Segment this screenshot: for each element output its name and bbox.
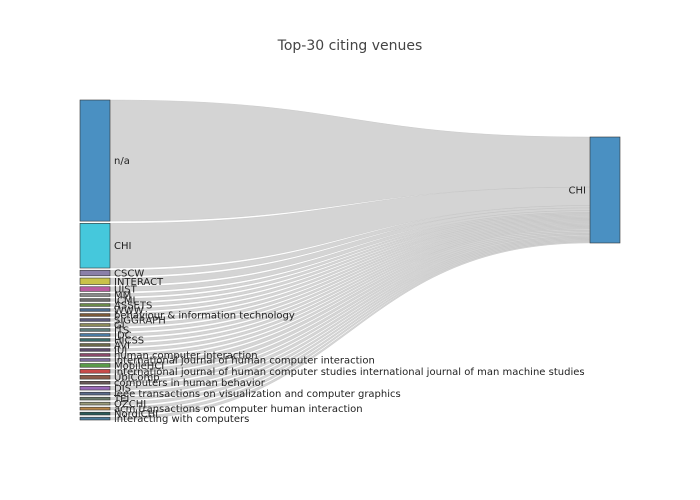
source-label-7: ASSETS (114, 300, 152, 311)
source-node-1[interactable] (79, 223, 111, 269)
source-node-12[interactable] (79, 328, 111, 332)
source-label-0: n/a (114, 156, 130, 167)
source-node-25[interactable] (79, 396, 111, 401)
source-node-5[interactable] (79, 293, 111, 297)
source-node-0[interactable] (79, 99, 111, 222)
source-label-26: OZCHI (114, 399, 146, 410)
source-node-29[interactable] (79, 416, 111, 421)
source-node-4[interactable] (79, 286, 111, 292)
source-node-14[interactable] (79, 338, 111, 342)
source-node-16[interactable] (79, 348, 111, 352)
source-label-16: IUI (114, 345, 127, 356)
source-label-8: WWW (114, 305, 144, 316)
source-label-25: TEI (113, 394, 129, 405)
source-label-19: MobileHCI (114, 361, 164, 372)
source-node-21[interactable] (79, 375, 111, 380)
source-label-6: ICMI (114, 295, 136, 306)
target-label: CHI (569, 186, 586, 197)
labels-group: n/a CHI CSCWINTERACTUISTMMICMIASSETSWWWbeh… (113, 156, 586, 425)
source-label-12: ITS (114, 325, 129, 336)
chart-title: Top-30 citing venues (277, 38, 423, 54)
source-label-18: international journal of human computer … (114, 355, 375, 366)
source-label-1: CHI (114, 241, 131, 252)
source-node-7[interactable] (79, 303, 111, 307)
source-node-20[interactable] (79, 369, 111, 374)
source-node-8[interactable] (79, 308, 111, 312)
source-label-2: CSCW (114, 269, 144, 280)
source-label-11: GI (114, 320, 125, 331)
source-label-9: behaviour & information technology (114, 310, 295, 321)
source-label-24: ieee transactions on visualization and c… (114, 389, 401, 400)
source-label-27: acm transactions on computer human inter… (114, 404, 363, 415)
source-node-11[interactable] (79, 323, 111, 327)
source-node-24[interactable] (79, 391, 111, 396)
source-node-13[interactable] (79, 333, 111, 337)
links-group (109, 99, 591, 421)
target-node[interactable] (589, 136, 621, 244)
source-node-23[interactable] (79, 386, 111, 391)
source-label-4: UIST (114, 285, 138, 296)
source-node-2[interactable] (79, 269, 111, 277)
source-node-15[interactable] (79, 343, 111, 347)
source-node-3[interactable] (79, 277, 111, 285)
source-label-28: NordiCHI (114, 409, 158, 420)
source-label-3: INTERACT (114, 277, 164, 288)
source-node-26[interactable] (79, 401, 111, 406)
source-label-13: IDC (114, 330, 132, 341)
source-node-28[interactable] (79, 411, 111, 416)
source-node-9[interactable] (79, 313, 111, 317)
source-label-22: computers in human behavior (114, 378, 266, 389)
source-label-23: DIS (114, 384, 131, 395)
source-node-6[interactable] (79, 298, 111, 302)
source-label-15: AVI (114, 340, 130, 351)
source-node-19[interactable] (79, 363, 111, 368)
source-label-21: UbiComp (114, 373, 160, 384)
source-label-14: HICSS (114, 335, 144, 346)
source-label-17: human computer interaction (114, 350, 258, 361)
source-label-10: SIGGRAPH (114, 315, 166, 326)
source-node-17[interactable] (79, 353, 111, 357)
source-label-20: international journal of human computer … (114, 367, 585, 378)
source-node-10[interactable] (79, 318, 111, 322)
source-node-27[interactable] (79, 406, 111, 411)
source-node-18[interactable] (79, 358, 111, 362)
source-node-22[interactable] (79, 381, 111, 385)
source-label-29: interacting with computers (114, 414, 249, 425)
nodes-group (79, 99, 621, 421)
source-label-5: MM (114, 290, 131, 301)
